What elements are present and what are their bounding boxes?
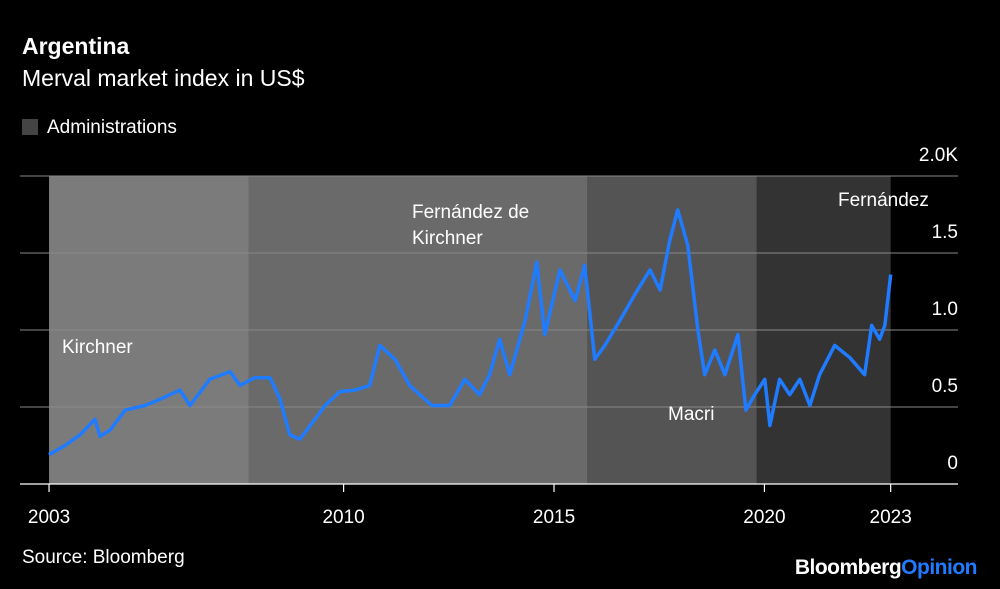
- y-tick-label: 2.0K: [919, 145, 958, 166]
- brand-part: Opinion: [901, 556, 977, 579]
- data-line: [48, 208, 893, 457]
- y-tick-label: 1.5: [932, 222, 958, 243]
- administration-label: Kirchner: [412, 228, 483, 249]
- x-tick-label: 2023: [870, 507, 912, 528]
- administration-label: Fernández de: [412, 202, 529, 223]
- administration-label: Fernández: [838, 190, 929, 211]
- brand: BloombergOpinion: [795, 556, 977, 579]
- legend-swatch: [22, 119, 38, 135]
- administration-label: Macri: [668, 404, 714, 425]
- source: Source: Bloomberg: [22, 547, 185, 568]
- brand-part: Bloomberg: [795, 556, 901, 579]
- x-tick-label: 2015: [533, 507, 575, 528]
- y-tick-label: 1.0: [932, 299, 958, 320]
- x-tick-label: 2020: [743, 507, 785, 528]
- x-tick-label: 2010: [322, 507, 364, 528]
- x-tick-label: 2003: [28, 507, 70, 528]
- y-tick-label: 0: [947, 453, 958, 474]
- legend-label: Administrations: [47, 117, 177, 138]
- chart-title: Argentina: [22, 33, 130, 59]
- y-tick-label: 0.5: [932, 376, 958, 397]
- chart-subtitle: Merval market index in US$: [22, 65, 305, 91]
- administration-label: Kirchner: [62, 337, 133, 358]
